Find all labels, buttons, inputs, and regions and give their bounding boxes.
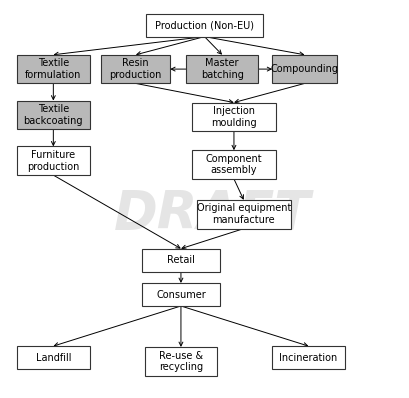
Bar bbox=[17, 101, 90, 129]
Bar bbox=[17, 146, 90, 175]
Text: Consumer: Consumer bbox=[156, 289, 206, 300]
Text: Master
batching: Master batching bbox=[201, 58, 244, 80]
Text: Compounding: Compounding bbox=[271, 64, 339, 74]
Text: Furniture
production: Furniture production bbox=[27, 150, 79, 172]
Bar bbox=[272, 346, 345, 369]
Bar bbox=[146, 14, 263, 37]
Text: Textile
formulation: Textile formulation bbox=[25, 58, 81, 80]
Text: Resin
production: Resin production bbox=[110, 58, 162, 80]
Text: DRAFT: DRAFT bbox=[114, 188, 311, 240]
Text: Textile
backcoating: Textile backcoating bbox=[24, 104, 83, 126]
Bar bbox=[186, 55, 258, 84]
Bar bbox=[197, 200, 291, 228]
Bar bbox=[145, 347, 217, 376]
Bar bbox=[17, 55, 90, 84]
Bar bbox=[192, 150, 276, 179]
Bar bbox=[17, 346, 90, 369]
Text: Incineration: Incineration bbox=[279, 353, 338, 363]
Text: Re-use &
recycling: Re-use & recycling bbox=[159, 351, 203, 372]
Bar bbox=[192, 103, 276, 131]
Bar bbox=[142, 283, 220, 306]
Bar bbox=[142, 249, 220, 271]
Text: Original equipment
manufacture: Original equipment manufacture bbox=[197, 203, 291, 225]
Bar bbox=[101, 55, 170, 84]
Text: Production (Non-EU): Production (Non-EU) bbox=[155, 20, 254, 30]
Bar bbox=[272, 55, 337, 84]
Text: Component
assembly: Component assembly bbox=[206, 154, 262, 176]
Text: Landfill: Landfill bbox=[36, 353, 71, 363]
Text: Retail: Retail bbox=[167, 255, 195, 265]
Text: Injection
moulding: Injection moulding bbox=[211, 106, 257, 128]
